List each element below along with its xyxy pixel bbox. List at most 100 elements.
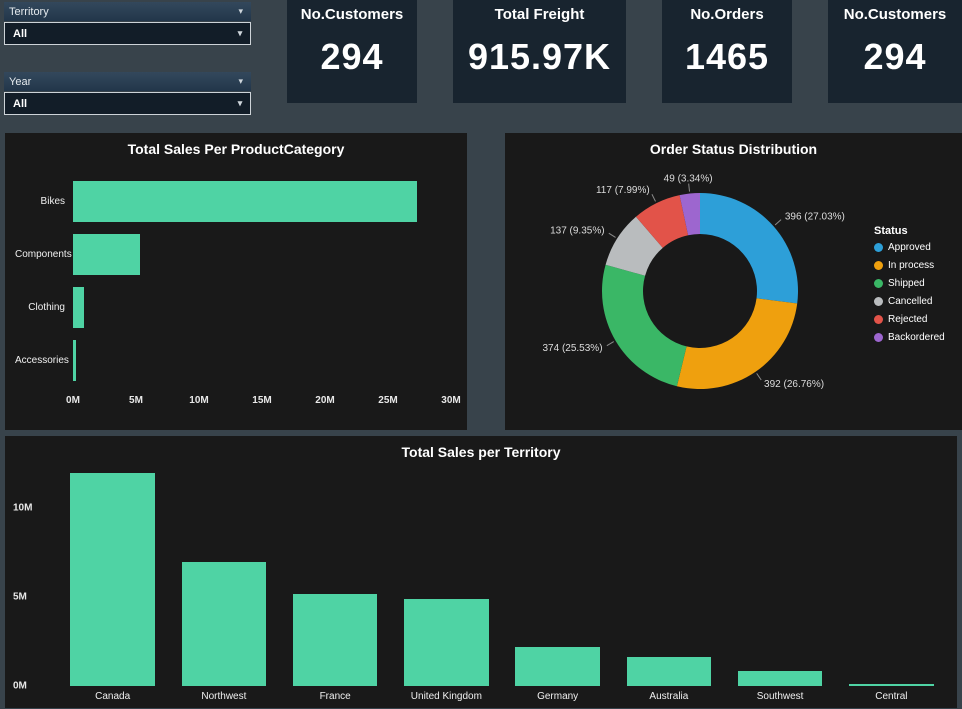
donut-slice-shipped[interactable] xyxy=(602,264,687,387)
donut-label: 117 (7.99%) xyxy=(596,185,650,196)
vbar-col-canada: Canada xyxy=(57,464,168,702)
donut-slice-rejected[interactable] xyxy=(635,195,689,248)
label-leader-line xyxy=(606,341,615,347)
category-label: Australia xyxy=(649,691,689,702)
kpi-card-no-customers-2: No.Customers 294 xyxy=(828,0,962,103)
legend-title: Status xyxy=(874,225,908,237)
bar-track xyxy=(73,234,451,275)
legend-label: Cancelled xyxy=(888,296,933,307)
x-axis-tick: 0M xyxy=(66,395,80,406)
chevron-down-icon[interactable]: ▾ xyxy=(238,6,243,16)
label-leader-line xyxy=(688,183,691,192)
legend-label: In process xyxy=(888,260,935,271)
year-slicer-header[interactable]: Year ▾ xyxy=(4,72,251,91)
bar-germany[interactable] xyxy=(515,646,600,686)
year-slicer: Year ▾ All ▾ xyxy=(4,72,251,115)
donut-slice-approved[interactable] xyxy=(700,193,798,304)
bar-southwest[interactable] xyxy=(737,670,823,686)
hbar-row-accessories: Accessories xyxy=(15,334,451,387)
vbar-col-australia: Australia xyxy=(613,464,724,702)
legend-item-backordered[interactable]: Backordered xyxy=(874,332,945,343)
kpi-value: 294 xyxy=(863,36,927,77)
legend: Status Approved In process Shipped Cancelle… xyxy=(874,225,945,350)
x-axis-tick: 10M xyxy=(189,395,209,406)
donut-slice-backordered[interactable] xyxy=(679,193,700,236)
vbar-col-united-kingdom: United Kingdom xyxy=(391,464,502,702)
legend-label: Shipped xyxy=(888,278,925,289)
legend-marker xyxy=(874,261,883,270)
x-axis: 0M 5M 10M 15M 20M 25M 30M xyxy=(66,395,461,409)
legend-label: Backordered xyxy=(888,332,945,343)
legend-item-approved[interactable]: Approved xyxy=(874,242,945,253)
x-axis-tick: 20M xyxy=(315,395,335,406)
bar-france[interactable] xyxy=(292,593,378,686)
hbar-row-clothing: Clothing xyxy=(15,281,451,334)
bar-central[interactable] xyxy=(849,684,934,686)
category-label: Southwest xyxy=(756,691,804,702)
y-axis-tick: 10M xyxy=(13,502,33,514)
bar-united-kingdom[interactable] xyxy=(404,598,489,686)
legend-marker xyxy=(874,279,883,288)
category-label: Clothing xyxy=(28,302,65,313)
donut-slice-in-process[interactable] xyxy=(676,298,798,389)
legend-item-rejected[interactable]: Rejected xyxy=(874,314,945,325)
territory-chart-panel: Total Sales per Territory 0M 5M 10M Canada… xyxy=(5,436,957,708)
legend-marker xyxy=(874,243,883,252)
top-bar: Territory ▾ All ▾ Year ▾ All ▾ No.Custom… xyxy=(0,0,962,133)
kpi-title: No.Customers xyxy=(300,6,404,23)
donut-slice-cancelled[interactable] xyxy=(605,216,663,276)
bar-accessories[interactable] xyxy=(73,340,77,381)
legend-label: Rejected xyxy=(888,314,928,325)
vbar-col-france: France xyxy=(280,464,391,702)
category-label: Accessories xyxy=(15,355,69,366)
product-category-bar-chart: Bikes Components Clothing Accessories 0M 5M 1… xyxy=(5,157,467,409)
year-slicer-label: Year xyxy=(9,75,32,88)
label-leader-line xyxy=(774,219,782,226)
donut-label: 374 (25.53%) xyxy=(542,343,602,354)
label-leader-line xyxy=(608,232,616,238)
bar-northwest[interactable] xyxy=(181,561,267,686)
chart-title: Total Sales per Territory xyxy=(401,444,561,460)
vbar-col-germany: Germany xyxy=(502,464,613,702)
category-label: United Kingdom xyxy=(410,691,482,702)
label-leader-line xyxy=(651,194,656,202)
order-status-donut-chart: 396 (27.03%) 392 (26.76%) 374 (25.53%) 137 … xyxy=(542,174,844,390)
bar-track xyxy=(73,340,451,381)
chart-title: Total Sales Per ProductCategory xyxy=(127,141,345,157)
donut-label: 137 (9.35%) xyxy=(550,225,604,236)
territory-slicer-header[interactable]: Territory ▾ xyxy=(4,2,251,21)
order-status-chart-panel: Order Status Distribution 396 (27.03%) 39… xyxy=(505,133,962,430)
x-axis-tick: 30M xyxy=(441,395,461,406)
vbar-col-southwest: Southwest xyxy=(725,464,836,702)
legend-label: Approved xyxy=(888,242,931,253)
hbar-row-bikes: Bikes xyxy=(15,175,451,228)
legend-marker xyxy=(874,315,883,324)
donut-label: 392 (26.76%) xyxy=(764,379,824,390)
legend-item-shipped[interactable]: Shipped xyxy=(874,278,945,289)
kpi-value: 1465 xyxy=(684,36,770,77)
legend-item-cancelled[interactable]: Cancelled xyxy=(874,296,945,307)
bar-track xyxy=(73,287,451,328)
kpi-card-no-customers: No.Customers 294 xyxy=(287,0,417,103)
y-axis-tick: 0M xyxy=(13,680,27,692)
territory-dropdown[interactable]: All ▾ xyxy=(4,22,251,45)
y-axis-tick: 5M xyxy=(13,591,27,603)
x-axis-tick: 5M xyxy=(129,395,143,406)
territory-dropdown-value: All xyxy=(13,27,28,40)
category-label: Components xyxy=(15,249,72,260)
bar-australia[interactable] xyxy=(626,656,712,686)
bar-canada[interactable] xyxy=(70,472,155,686)
territory-slicer-label: Territory xyxy=(9,5,49,18)
dropdown-chevron-icon[interactable]: ▾ xyxy=(237,28,243,38)
vbar-col-central: Central xyxy=(836,464,947,702)
year-dropdown[interactable]: All ▾ xyxy=(4,92,251,115)
category-label: Northwest xyxy=(201,691,247,702)
bar-clothing[interactable] xyxy=(73,287,84,328)
chevron-down-icon[interactable]: ▾ xyxy=(238,76,243,86)
year-dropdown-value: All xyxy=(13,97,28,110)
bar-bikes[interactable] xyxy=(73,181,417,222)
dropdown-chevron-icon[interactable]: ▾ xyxy=(237,98,243,108)
kpi-value: 294 xyxy=(320,36,384,77)
bar-components[interactable] xyxy=(73,234,140,275)
legend-item-in-process[interactable]: In process xyxy=(874,260,945,271)
